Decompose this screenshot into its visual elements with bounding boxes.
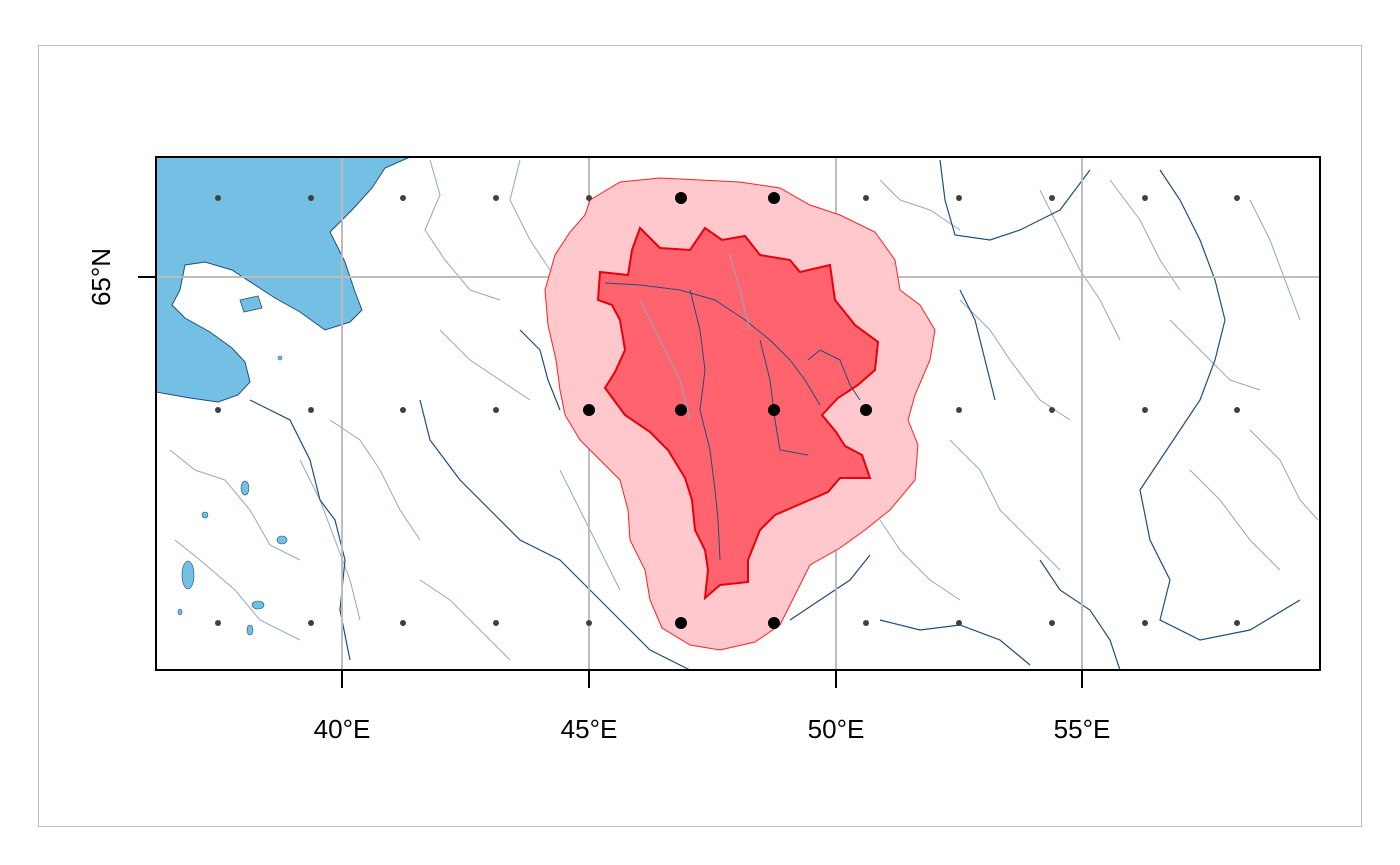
x-tick-40e: 40°E: [314, 714, 371, 744]
axis-ticks: [138, 276, 1083, 688]
x-tick-55e: 55°E: [1054, 714, 1111, 744]
major-rivers: [249, 159, 1301, 670]
island: [239, 295, 263, 313]
lakes: [177, 355, 288, 636]
x-tick-45e: 45°E: [561, 714, 618, 744]
basin-minor-rivers: [639, 254, 751, 421]
y-tick-65n: 65°N: [86, 248, 116, 306]
grid-points-small: [215, 195, 1240, 626]
map-frame: [155, 156, 1321, 671]
white-sea-water: [156, 157, 411, 403]
basin-polygon: [596, 226, 880, 601]
grid-points-selected: [583, 192, 872, 629]
x-tick-50e: 50°E: [808, 714, 865, 744]
map-panel: [156, 157, 1320, 670]
basin-rivers: [604, 282, 861, 561]
